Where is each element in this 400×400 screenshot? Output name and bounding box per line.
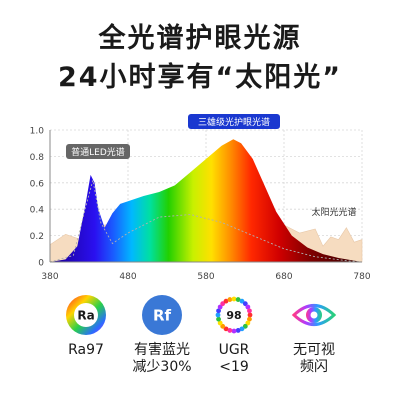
ra-icon: Ra bbox=[66, 295, 106, 335]
feature-flicker: 无可视 频闪 bbox=[274, 294, 354, 376]
ugr-dot bbox=[220, 323, 226, 329]
feature-rf: Rf 有害蓝光 减少30% bbox=[122, 294, 202, 376]
ugr-dot bbox=[217, 320, 223, 326]
ugr-dot bbox=[242, 323, 248, 329]
full-spectrum-area bbox=[50, 139, 362, 262]
y-tick-label: 1.0 bbox=[30, 127, 45, 137]
ugr-dot bbox=[239, 326, 245, 332]
ugr-dot bbox=[215, 312, 221, 318]
feature-ra: Ra Ra97 bbox=[46, 294, 126, 359]
ugr-dot bbox=[227, 328, 233, 333]
ra-icon-text: Ra bbox=[77, 309, 94, 323]
x-tick-label: 780 bbox=[353, 272, 370, 282]
ugr-dot bbox=[216, 308, 221, 314]
ugr-dot bbox=[235, 328, 241, 333]
x-tick-label: 380 bbox=[41, 272, 58, 282]
feature-label-ra: Ra97 bbox=[68, 342, 104, 358]
series-label-sun: 太阳光光谱 bbox=[311, 206, 356, 218]
feature-ugr: 98 UGR <19 bbox=[194, 294, 274, 376]
spectrum-chart: 0 0.2 0.4 0.6 0.8 1.0 380 480 580 680 780 三雄级光护眼光谱… bbox=[30, 114, 371, 283]
y-tick-label: 0.8 bbox=[30, 153, 45, 163]
ugr-dot bbox=[217, 304, 223, 310]
rf-icon: Rf bbox=[142, 295, 182, 335]
y-tick-label: 0.2 bbox=[30, 232, 44, 242]
x-tick-label: 480 bbox=[119, 272, 136, 282]
ugr-dot bbox=[223, 326, 229, 332]
headline-line-2: 24小时享有“太阳光” bbox=[57, 62, 343, 93]
y-tick-label: 0.4 bbox=[30, 206, 45, 216]
y-tick-label: 0 bbox=[38, 259, 44, 269]
ugr-dot bbox=[231, 296, 237, 302]
x-tick-label: 680 bbox=[275, 272, 292, 282]
series-label-led-text: 普通LED光谱 bbox=[71, 146, 125, 158]
ugr-dot bbox=[247, 312, 253, 318]
ugr-dot bbox=[235, 297, 241, 302]
ugr-dot bbox=[223, 298, 229, 304]
ugr-dot bbox=[247, 316, 252, 322]
ugr-dot bbox=[245, 320, 251, 326]
ugr-dot bbox=[227, 297, 233, 302]
ugr-dot bbox=[231, 328, 237, 334]
ugr-icon: 98 bbox=[215, 296, 253, 334]
ugr-dot bbox=[247, 308, 252, 314]
rf-icon-text: Rf bbox=[153, 307, 172, 325]
feature-label-flicker: 无可视 频闪 bbox=[293, 342, 335, 375]
ugr-dot bbox=[242, 301, 248, 307]
axis-layer: 0 0.2 0.4 0.6 0.8 1.0 380 480 580 680 780 bbox=[30, 127, 371, 283]
series-label-full-spectrum-bg bbox=[188, 114, 280, 129]
series-label-full-spectrum: 三雄级光护眼光谱 bbox=[188, 114, 280, 129]
led-layer bbox=[49, 180, 363, 263]
flicker-free-icon bbox=[291, 304, 337, 326]
feature-label-blue-light: 有害蓝光 减少30% bbox=[132, 342, 192, 375]
headline-line-1: 全光谱护眼光源 bbox=[98, 23, 302, 54]
led-spectrum-line bbox=[49, 180, 363, 263]
series-label-led: 普通LED光谱 bbox=[66, 144, 130, 159]
x-tick-label: 580 bbox=[197, 272, 214, 282]
main-layer bbox=[50, 139, 362, 262]
series-label-led-bg bbox=[66, 144, 130, 159]
y-tick-label: 0.6 bbox=[30, 179, 45, 189]
feature-label-ugr: UGR <19 bbox=[218, 342, 250, 375]
series-label-full-spectrum-text: 三雄级光护眼光谱 bbox=[198, 116, 270, 128]
ugr-icon-text: 98 bbox=[226, 309, 241, 322]
ugr-dot bbox=[239, 298, 245, 304]
ugr-dot bbox=[216, 316, 221, 322]
ugr-dot bbox=[245, 304, 251, 310]
ugr-dot bbox=[220, 301, 226, 307]
